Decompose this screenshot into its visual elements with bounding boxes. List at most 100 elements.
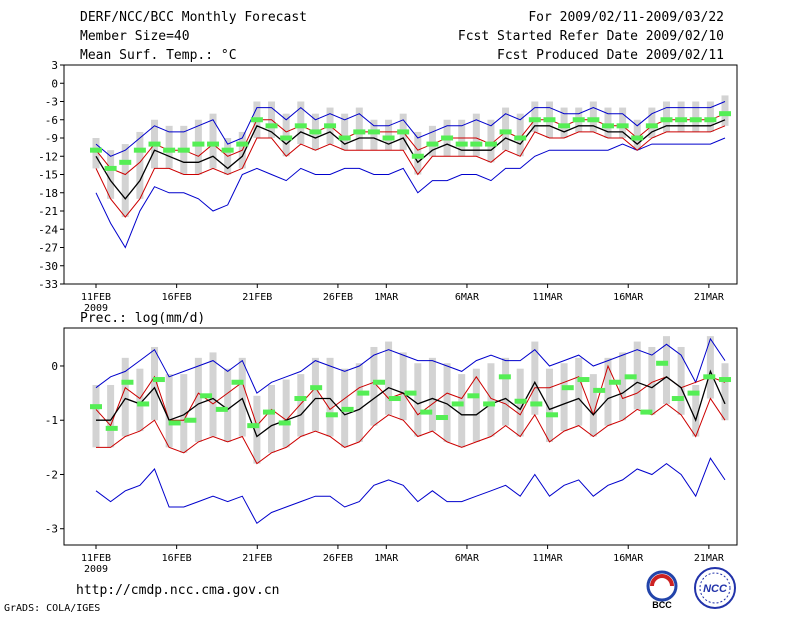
produced-date-label: Fcst Produced Date 2009/02/11 [497, 48, 724, 63]
temp-spread-box [648, 107, 656, 138]
temp-y-tick-label: -3 [45, 96, 58, 109]
temp-spread-box [560, 107, 568, 138]
temp-marker [587, 117, 600, 123]
prec-marker [262, 409, 275, 415]
temp-spread-box [487, 119, 495, 163]
prec-marker [310, 385, 323, 391]
prec-y-tick-label: 0 [51, 360, 58, 373]
prec-panel-title: Prec.: log(mm/d) [80, 311, 205, 326]
prec-marker [341, 406, 354, 412]
temp-spread-box [692, 101, 700, 132]
prec-marker [90, 404, 102, 410]
prec-marker [373, 379, 386, 385]
prec-spread-box [151, 346, 159, 421]
temp-y-tick-label: -6 [45, 114, 58, 127]
temp-marker [631, 135, 644, 141]
prec-spread-box [399, 352, 407, 421]
temp-spread-box [619, 107, 627, 138]
prec-spread-box [662, 336, 670, 404]
temp-spread-box [604, 107, 612, 138]
prec-spread-box [502, 357, 510, 426]
temp-spread-box [370, 119, 378, 151]
temp-ensemble-mean-line [95, 119, 726, 200]
ncc-logo: NCC [694, 567, 736, 609]
temp-spread-box [531, 101, 539, 132]
prec-spread-box [545, 368, 553, 442]
prec-spread-box [633, 341, 641, 410]
temp-marker [324, 123, 337, 129]
temp-spread-box [297, 101, 305, 145]
temp-y-tick-label: -24 [38, 223, 58, 236]
temp-marker [148, 141, 161, 147]
prec-max-envelope-line [95, 337, 726, 394]
grads-credit: GrADS: COLA/IGES [4, 603, 101, 614]
prec-marker [671, 396, 684, 402]
temp-marker [280, 135, 293, 141]
variable-label: Mean Surf. Temp.: °C [80, 48, 237, 63]
temp-marker [719, 111, 731, 117]
start-date-label: Fcst Started Refer Date 2009/02/10 [457, 29, 724, 44]
temp-year-label: 2009 [84, 303, 108, 314]
temp-marker [207, 141, 220, 147]
prec-spread-box [165, 374, 173, 448]
temp-marker [441, 135, 454, 141]
prec-marker [530, 401, 543, 407]
temp-x-tick-label: 16MAR [613, 292, 644, 303]
prec-spread-box [560, 363, 568, 432]
temp-marker [294, 123, 307, 129]
prec-marker [467, 393, 480, 399]
prec-spread-box [326, 357, 334, 437]
source-url[interactable]: http://cmdp.ncc.cma.gov.cn [76, 583, 280, 598]
prec-marker [593, 387, 606, 393]
temp-spread-box [165, 125, 173, 169]
temp-marker [163, 147, 176, 153]
prec-x-tick-label: 16FEB [162, 553, 192, 564]
temp-spread-box [341, 113, 349, 151]
temp-marker [572, 117, 585, 123]
temp-panel: 3 0 -3 -6 -9 -12 -15 -18 -21 -24 -27 -30 -33 11FEB 16F… [38, 59, 738, 314]
prec-marker [231, 379, 244, 385]
prec-marker [420, 409, 433, 415]
temp-marker [499, 129, 512, 135]
prec-marker [719, 377, 731, 383]
temp-marker [616, 123, 629, 129]
temp-marker [470, 141, 483, 147]
temp-marker [265, 123, 278, 129]
prec-marker [483, 401, 496, 407]
temp-marker [250, 117, 263, 123]
temp-marker [660, 117, 673, 123]
prec-marker [656, 360, 669, 366]
prec-marker [703, 374, 716, 380]
prec-spread-box [619, 352, 627, 421]
prec-spread-box [677, 346, 685, 415]
prec-spread-box [531, 341, 539, 415]
prec-y-tick-label: -3 [45, 523, 58, 536]
temp-spread-box [516, 113, 524, 157]
prec-spread-box [604, 357, 612, 426]
prec-spread-box [589, 374, 597, 437]
prec-marker [168, 420, 181, 426]
temp-marker [528, 117, 541, 123]
temp-marker [309, 129, 322, 135]
temp-spread-box [92, 138, 100, 169]
prec-lower-line [96, 397, 726, 465]
temp-min-envelope-line [95, 137, 726, 249]
temp-spread-box [121, 144, 129, 218]
prec-marker [137, 401, 150, 407]
prec-spread-box [282, 379, 290, 448]
prec-spread-box [297, 374, 305, 437]
prec-marker [278, 420, 291, 426]
prec-x-tick-label: 21MAR [694, 553, 725, 564]
temp-spread-box [385, 119, 393, 151]
temp-spread-box [194, 119, 202, 175]
prec-y-tick-label: -2 [45, 468, 58, 481]
temp-x-tick-label: 6MAR [455, 292, 480, 303]
prec-spread-box [209, 352, 217, 437]
prec-marker [357, 390, 370, 396]
temp-marker [338, 135, 351, 141]
prec-marker [624, 374, 637, 380]
temp-x-tick-label: 16FEB [162, 292, 192, 303]
temp-y-tick-label: 3 [51, 59, 58, 72]
temp-x-tick-label: 21MAR [694, 292, 725, 303]
